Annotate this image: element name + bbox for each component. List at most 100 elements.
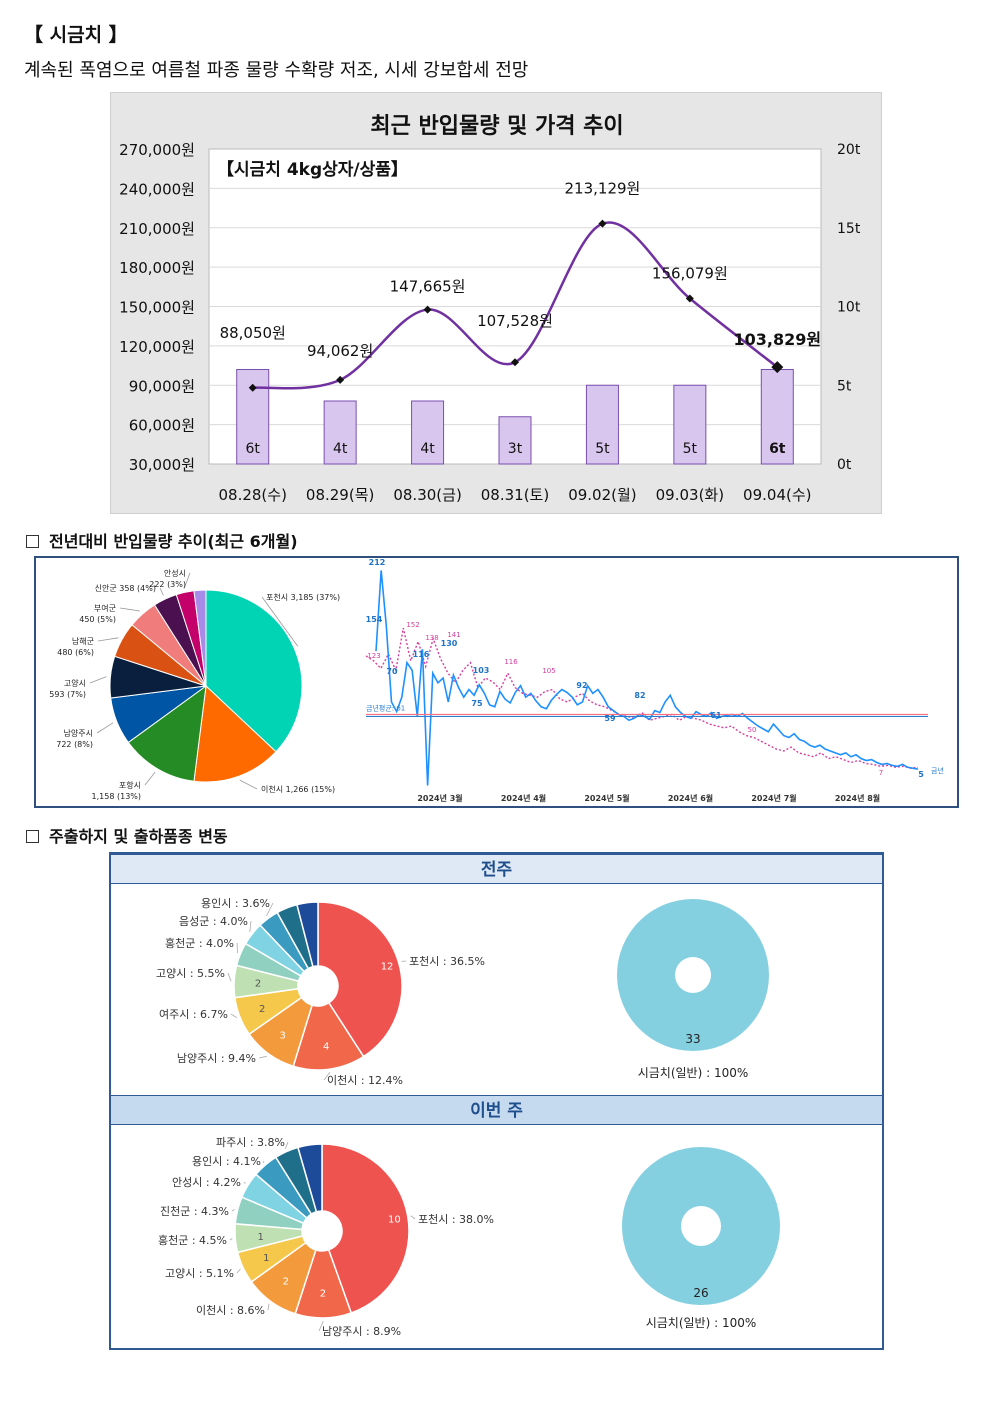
last-week-band: 전주	[111, 854, 882, 884]
price-label: 88,050원	[220, 324, 286, 342]
pie-slice	[292, 1001, 365, 1071]
x-month-label: 2024년 4월	[501, 793, 546, 803]
price-label: 156,079원	[652, 265, 728, 283]
price-volume-chart-panel: 최근 반입물량 및 가격 추이 270,000원 240,000원 210,000원 1…	[110, 92, 882, 514]
pie-leader	[318, 1320, 324, 1332]
shipping-panel: 전주 이번 주 12 포천시 : 36.5% 4 이천시 : 12.4% 3 남양주시 :…	[109, 852, 884, 1350]
pie-leader	[243, 1181, 246, 1184]
price-label: 213,129원	[565, 180, 641, 198]
current-value-label: 75	[471, 699, 483, 708]
donut-hole	[675, 957, 711, 993]
left-tick-label: 30,000원	[129, 456, 195, 474]
pie-leader	[97, 637, 119, 642]
pie-label: 포항시	[119, 781, 141, 790]
previous-value-label: 152	[406, 621, 419, 629]
pie-slice	[193, 589, 207, 687]
left-tick-label: 270,000원	[119, 141, 195, 159]
slice-count: 1	[258, 1232, 264, 1243]
price-volume-chart: 최근 반입물량 및 가격 추이 270,000원 240,000원 210,000원 1…	[119, 114, 861, 504]
x-tick-label: 09.04(수)	[743, 486, 811, 504]
pie-label: 음성군 : 4.0%	[179, 915, 248, 928]
pie-leader	[236, 1268, 241, 1274]
slice-count: 2	[259, 1004, 265, 1015]
x-month-label: 2024년 5월	[584, 793, 629, 803]
pie-label: 부여군	[94, 603, 116, 613]
pie-label: 안성시	[164, 568, 186, 578]
donut-label: 시금치(일반) : 100%	[638, 1066, 749, 1080]
right-tick-label: 15t	[837, 221, 861, 237]
x-tick-label: 08.29(목)	[306, 486, 374, 504]
pie-label: 남양주시 : 9.4%	[177, 1052, 256, 1065]
checkbox-icon	[26, 830, 39, 843]
slice-count: 3	[279, 1030, 285, 1041]
pie-leader	[183, 572, 191, 589]
donut-hole	[681, 1206, 721, 1246]
pie-slice	[193, 684, 277, 783]
current-value-label: 82	[634, 691, 645, 700]
previous-value-label: 141	[447, 631, 460, 639]
volume-label: 3t	[508, 441, 523, 457]
current-year-line	[375, 570, 919, 786]
pie-label: 포천시 : 36.5%	[409, 954, 485, 968]
previous-value-label: 105	[542, 667, 555, 675]
price-label: 107,528원	[477, 312, 553, 330]
x-month-label: 2024년 7월	[751, 793, 796, 803]
page-title: 【 시금치 】	[24, 24, 128, 46]
pie-leader	[231, 1209, 235, 1212]
x-tick-label: 09.02(월)	[568, 486, 636, 504]
pie-label: 222 (3%)	[149, 580, 186, 589]
previous-value-label: 50	[748, 726, 757, 734]
current-value-label: 212	[369, 558, 386, 567]
pie-leader	[227, 972, 232, 982]
pie-leader	[89, 676, 107, 684]
pie-leader	[119, 607, 140, 612]
price-marker	[771, 361, 784, 374]
pie-label: 고양시 : 5.5%	[156, 967, 225, 980]
pie-label: 1,158 (13%)	[92, 792, 141, 801]
chart-title: 최근 반입물량 및 가격 추이	[370, 114, 623, 139]
x-tick-label: 08.28(수)	[218, 486, 286, 504]
price-marker	[511, 358, 519, 367]
pie-label: 고양시	[64, 679, 86, 688]
price-label: 147,665원	[390, 278, 466, 296]
shipping-section-title: 주출하지 및 출하품종 변동	[49, 827, 228, 846]
pie-label: 진천군 : 4.3%	[160, 1204, 229, 1218]
yoy-panel: 포천시 3,185 (37%) 이천시 1,266 (15%) 포항시 1,158 (…	[34, 556, 959, 808]
x-tick-label: 08.30(금)	[393, 486, 461, 504]
pie-leader	[159, 587, 164, 596]
current-value-label: 5	[918, 770, 924, 779]
slice-count: 2	[320, 1288, 326, 1299]
pie-leader	[229, 1238, 233, 1241]
pie-leader	[262, 1160, 265, 1163]
pie-label: 포천시 : 38.0%	[418, 1212, 494, 1226]
yoy-section-heading: 전년대비 반입물량 추이(최근 6개월)	[26, 528, 298, 552]
pie-label: 593 (7%)	[49, 690, 86, 699]
slice-count: 4	[323, 1041, 329, 1052]
pie-label: 파주시 : 3.8%	[216, 1136, 285, 1149]
product-label: 【시금치 4kg상자/상품】	[217, 159, 408, 180]
pie-label: 722 (8%)	[56, 740, 93, 749]
x-month-label: 2024년 8월	[835, 793, 880, 803]
current-value-label: 103	[473, 666, 490, 675]
pie-label: 안성시 : 4.2%	[172, 1176, 241, 1189]
price-marker	[248, 383, 257, 392]
current-value-label: 116	[413, 650, 430, 659]
pie-slice	[321, 1143, 410, 1314]
pie-slice	[205, 589, 303, 753]
pie-leader	[267, 1303, 270, 1311]
slice-count: 2	[283, 1277, 289, 1288]
left-tick-label: 60,000원	[129, 417, 195, 435]
pie-leader	[258, 1055, 267, 1059]
pie-label: 남양주시	[64, 729, 93, 738]
pie-leader	[144, 771, 156, 786]
pie-label: 신안군 358 (4%)	[95, 583, 156, 593]
left-tick-label: 180,000원	[119, 259, 195, 277]
current-value-label: 154	[366, 615, 383, 624]
left-tick-label: 90,000원	[129, 377, 195, 395]
page-subtitle: 계속된 폭염으로 여름철 파종 물량 수확량 저조, 시세 강보합세 전망	[24, 60, 529, 81]
previous-value-label: 7	[879, 769, 883, 777]
pie-leader	[261, 596, 299, 647]
volume-bar	[760, 369, 794, 465]
left-tick-label: 120,000원	[119, 338, 195, 356]
this-week-band: 이번 주	[111, 1095, 882, 1125]
